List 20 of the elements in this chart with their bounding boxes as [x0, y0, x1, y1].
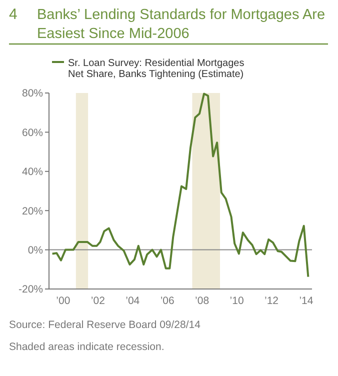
text: 4 — [9, 6, 18, 23]
x-tick-label: ’08 — [195, 295, 210, 307]
y-tick-label: 60% — [22, 126, 43, 139]
y-tick-label: 0% — [28, 244, 43, 256]
y-tick-label: 40% — [22, 166, 43, 178]
y-tick-label: 20% — [22, 205, 43, 218]
y-tick-label: 80% — [22, 88, 43, 100]
x-tick-label: ’00 — [56, 295, 70, 307]
x-tick-label: ’02 — [90, 295, 106, 307]
x-tick-label: ’14 — [299, 295, 314, 307]
x-tick-label: ’04 — [126, 295, 140, 307]
legend-label: Sr. Loan Survey: Residential Mortgages Net Share, Banks Tightening (Estimate) — [68, 58, 244, 80]
line-series — [51, 92, 310, 278]
text: Shaded areas indicate recession. — [9, 341, 164, 353]
y-tick-label: -20% — [18, 284, 43, 296]
x-tick-label: ’10 — [230, 295, 244, 307]
x-tick-label: ’06 — [160, 295, 175, 307]
x-tick-label: ’12 — [264, 295, 279, 307]
chart-title: Banks’ Lending Standards for Mortgages Are Easiest Since Mid-2006 — [37, 7, 326, 42]
source-note: Source: Federal Reserve Board 09/28/14 — [9, 319, 201, 331]
